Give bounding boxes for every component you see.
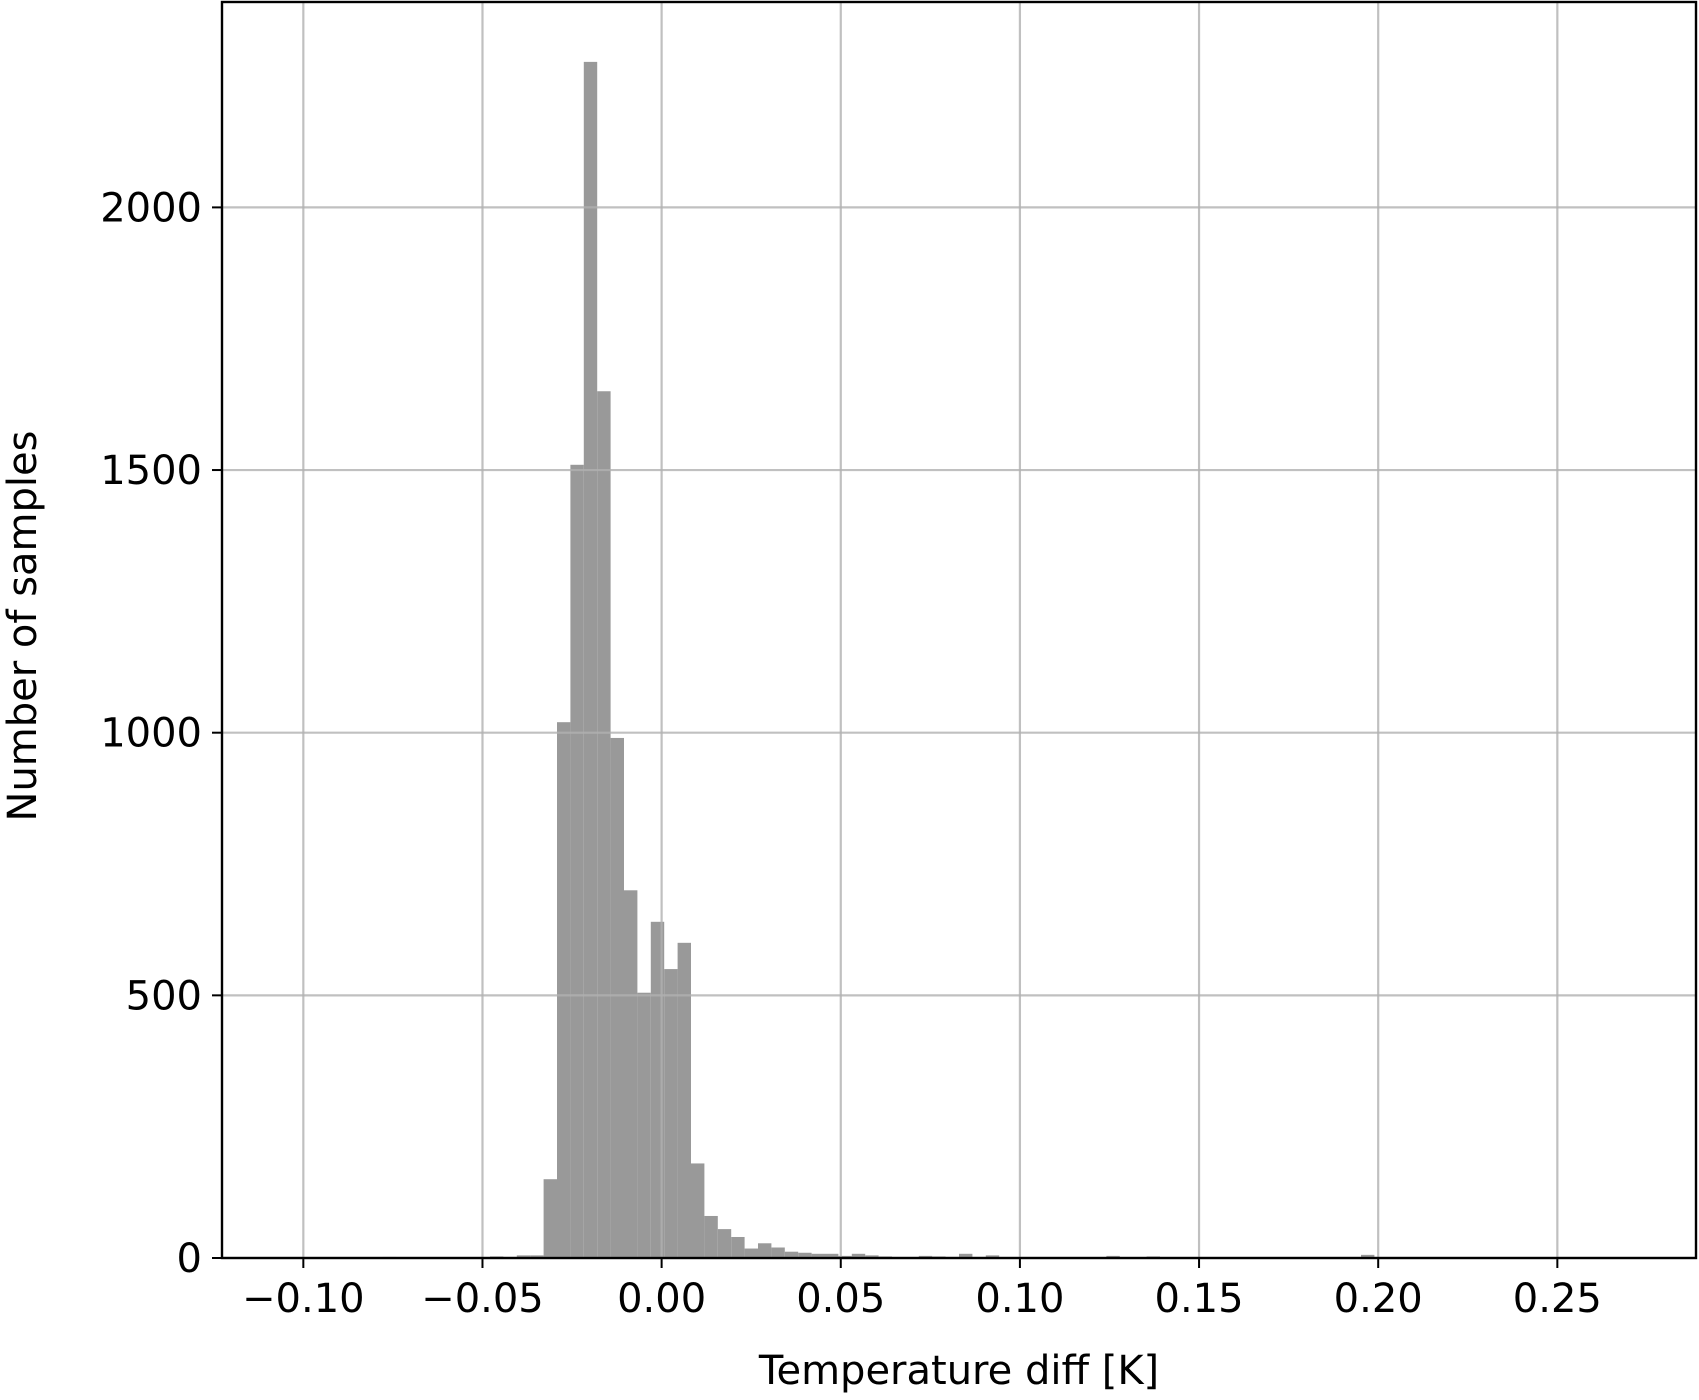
y-axis-label: Number of samples xyxy=(0,431,46,822)
bar xyxy=(784,1251,799,1258)
y-tick-label: 1000 xyxy=(100,711,202,757)
bar xyxy=(758,1243,772,1258)
bar xyxy=(530,1255,544,1258)
bar xyxy=(704,1215,718,1258)
bar xyxy=(597,391,611,1258)
x-tick-label: 0.25 xyxy=(1513,1276,1602,1322)
bar xyxy=(985,1255,1000,1258)
bar xyxy=(865,1255,879,1258)
y-tick-label: 0 xyxy=(177,1236,202,1282)
bar xyxy=(825,1253,839,1258)
x-tick-label: 0.15 xyxy=(1155,1276,1244,1322)
bar xyxy=(959,1253,973,1258)
bar xyxy=(851,1253,866,1258)
y-tick-label: 2000 xyxy=(100,185,202,231)
bar xyxy=(543,1179,557,1258)
bar xyxy=(557,722,571,1258)
bar xyxy=(624,890,638,1258)
x-tick-label: −0.05 xyxy=(421,1276,544,1322)
bar xyxy=(771,1247,785,1258)
bar xyxy=(811,1253,825,1258)
y-tick-label: 500 xyxy=(126,973,202,1019)
bar xyxy=(570,464,584,1259)
bar xyxy=(637,992,651,1258)
bar xyxy=(583,61,598,1259)
bar xyxy=(610,737,624,1258)
plot-frame xyxy=(220,0,1698,1260)
x-tick-label: 0.00 xyxy=(617,1276,706,1322)
x-axis-label: Temperature diff [K] xyxy=(758,1348,1159,1394)
bar xyxy=(1361,1254,1375,1258)
bar xyxy=(744,1248,758,1258)
bar xyxy=(516,1255,531,1258)
bar xyxy=(677,942,691,1258)
x-tick-label: 0.10 xyxy=(975,1276,1064,1322)
x-tick-label: 0.05 xyxy=(796,1276,885,1322)
x-tick-label: −0.10 xyxy=(242,1276,365,1322)
x-tick-label: 0.20 xyxy=(1334,1276,1423,1322)
bar xyxy=(717,1229,732,1258)
bar xyxy=(798,1252,812,1258)
bar xyxy=(731,1236,745,1258)
bar xyxy=(664,969,678,1258)
bar xyxy=(691,1163,705,1258)
y-tick-label: 1500 xyxy=(100,448,202,494)
